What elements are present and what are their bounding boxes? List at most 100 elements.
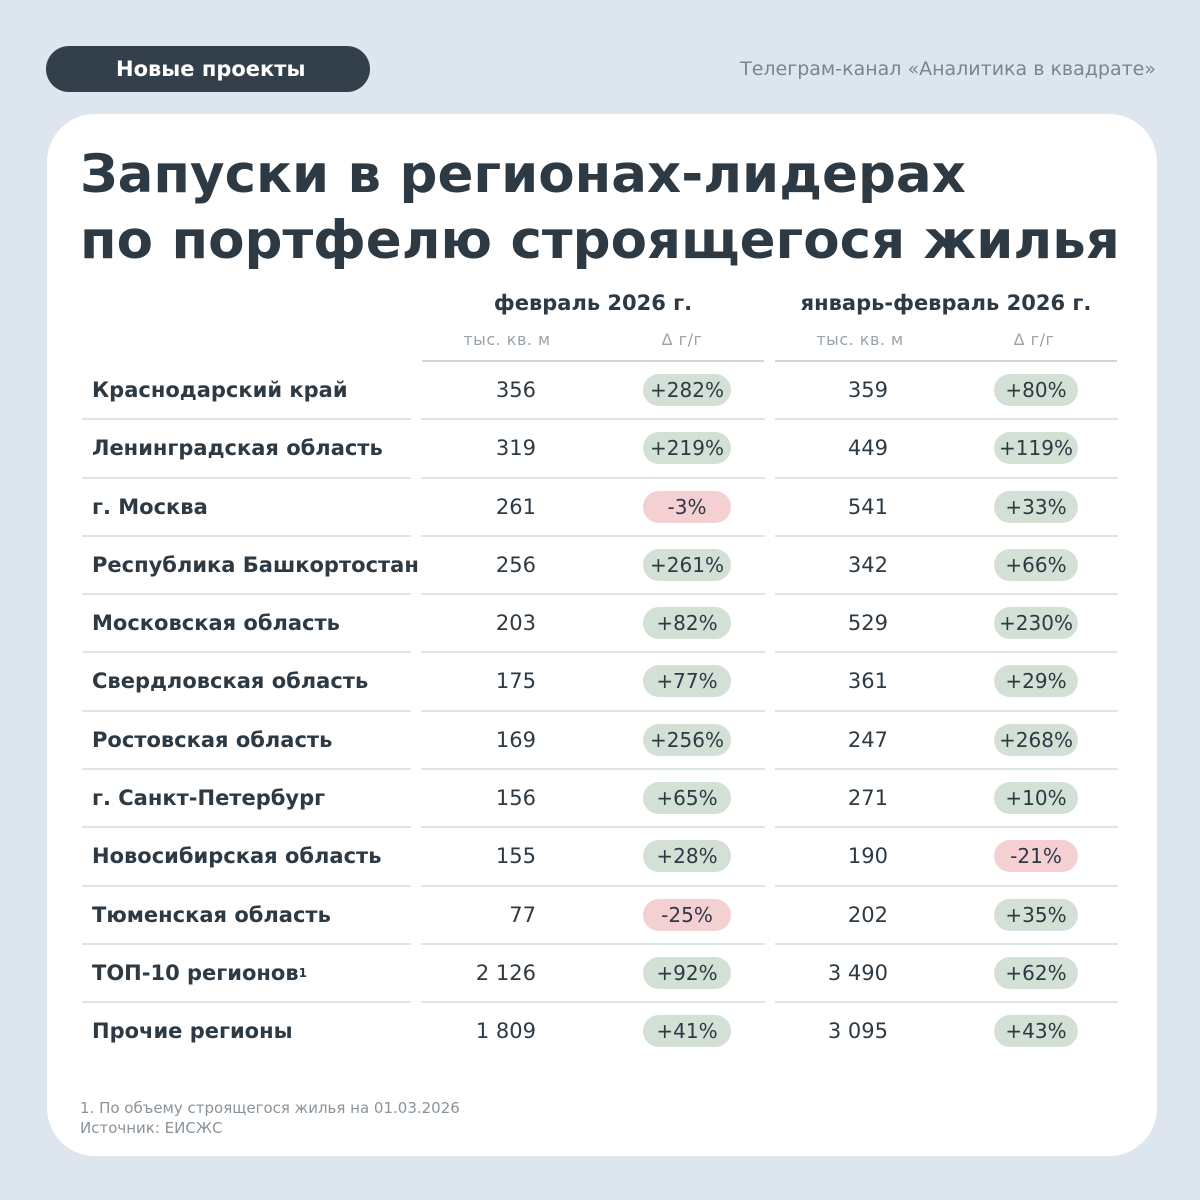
column-gap [765,711,775,771]
jan-feb-change-badge: +66% [994,548,1078,581]
period-header-jan-feb: январь-февраль 2026 г. [800,291,1092,315]
header-divider-1 [422,360,764,362]
delta-header-1: Δ г/г [661,330,703,349]
table-row: Тюменская область 77 -25% 202 +35% [82,886,1118,945]
table-row: Ростовская область 169 +256% 247 +268% [82,711,1118,771]
channel-label: Телеграм-канал «Аналитика в квадрате» [740,58,1156,80]
region-name-text: г. Москва [92,494,208,519]
region-name-text: Республика Башкортостан [92,552,419,577]
table-row: Краснодарский край 356 +282% 359 +80% [82,362,1118,421]
table-row: г. Москва 261 -3% 541 +33% [82,478,1118,537]
column-gap [765,420,775,479]
jan-feb-change-badge: +62% [994,956,1078,989]
footnote-marker: 1 [298,965,307,980]
jan-feb-volume: 271 [847,786,888,811]
region-name-text: Краснодарский край [92,378,348,402]
region-name: Прочие регионы [92,1003,293,1059]
footnote-source: Источник: ЕИСЖС [80,1119,223,1137]
table-row: Ленинградская область 319 +219% 449 +119% [82,420,1118,479]
jan-feb-volume: 202 [847,902,888,927]
column-gap [411,828,421,887]
column-gap [765,653,775,712]
unit-header-2: тыс. кв. м [816,330,904,349]
region-name: Тюменская область [92,887,331,943]
regions-table: Краснодарский край 356 +282% 359 +80% Ленингр… [82,362,1118,1062]
section-tag: Новые проекты [46,46,370,92]
feb-change-badge: +261% [643,548,731,581]
region-name-text: Прочие регионы [92,1019,293,1044]
column-gap [765,828,775,887]
column-gap [765,362,775,421]
jan-feb-change-badge: +80% [994,374,1078,406]
jan-feb-volume: 342 [847,552,888,577]
jan-feb-volume: 3 490 [827,960,888,985]
footnote: 1. По объему строящегося жилья на 01.03.… [80,1098,460,1138]
period-header-february: февраль 2026 г. [493,291,693,315]
feb-change-badge: -25% [643,898,731,931]
jan-feb-change-badge: +119% [994,432,1078,465]
column-gap [411,595,421,654]
feb-change-badge: +219% [643,432,731,465]
column-gap [765,886,775,945]
feb-volume: 169 [495,727,536,752]
feb-volume: 1 809 [475,1019,536,1044]
feb-volume: 319 [495,436,536,461]
region-name-text: Свердловская область [92,669,369,694]
column-gap [411,478,421,537]
region-name-text: Ленинградская область [92,436,383,461]
column-gap [411,944,421,1004]
column-gap [411,653,421,712]
feb-change-badge: -3% [643,490,731,523]
region-name-text: Новосибирская область [92,844,382,869]
region-name: Московская область [92,595,340,651]
table-row: Прочие регионы 1 809 +41% 3 095 +43% [82,1003,1118,1062]
region-name-text: ТОП-10 регионов [92,960,299,985]
feb-change-badge: +82% [643,607,731,640]
jan-feb-change-badge: +230% [994,607,1078,640]
column-gap [765,536,775,596]
column-gap [765,944,775,1004]
feb-change-badge: +28% [643,840,731,873]
region-name: Республика Башкортостан [92,537,419,593]
column-gap [765,770,775,829]
page-title: Запуски в регионах-лидерах по портфелю с… [80,142,1140,274]
content-card [47,114,1157,1156]
region-name: Свердловская область [92,653,368,709]
jan-feb-change-badge: +33% [994,490,1078,523]
region-name: Ростовская область [92,712,332,768]
feb-change-badge: +77% [643,665,731,698]
column-gap [411,886,421,945]
column-gap [411,1003,421,1062]
region-name: Краснодарский край [92,362,348,418]
region-name: ТОП-10 регионов 1 [92,945,307,1001]
delta-header-2: Δ г/г [1013,330,1055,349]
feb-volume: 203 [495,611,536,636]
feb-change-badge: +41% [643,1015,731,1048]
feb-change-badge: +256% [643,723,731,756]
header-divider-2 [775,360,1117,362]
jan-feb-change-badge: +29% [994,665,1078,698]
table-row: Республика Башкортостан 256 +261% 342 +66% [82,536,1118,596]
jan-feb-volume: 3 095 [827,1019,888,1044]
jan-feb-volume: 190 [847,844,888,869]
column-gap [765,1003,775,1062]
column-gap [411,711,421,771]
table-row: г. Санкт-Петербург 156 +65% 271 +10% [82,770,1118,829]
column-gap [765,595,775,654]
jan-feb-change-badge: +268% [994,723,1078,756]
table-row: ТОП-10 регионов 1 2 126 +92% 3 490 +62% [82,944,1118,1004]
feb-change-badge: +92% [643,956,731,989]
jan-feb-change-badge: +43% [994,1015,1078,1048]
table-row: Свердловская область 175 +77% 361 +29% [82,653,1118,712]
region-name: г. Москва [92,479,208,535]
feb-volume: 256 [495,552,536,577]
feb-volume: 156 [495,786,536,811]
table-row: Московская область 203 +82% 529 +230% [82,595,1118,654]
column-gap [411,420,421,479]
feb-volume: 155 [495,844,536,869]
feb-volume: 356 [495,378,536,402]
feb-change-badge: +65% [643,782,731,815]
region-name-text: Тюменская область [92,902,331,927]
title-line-1: Запуски в регионах-лидерах [80,144,966,205]
column-gap [411,770,421,829]
